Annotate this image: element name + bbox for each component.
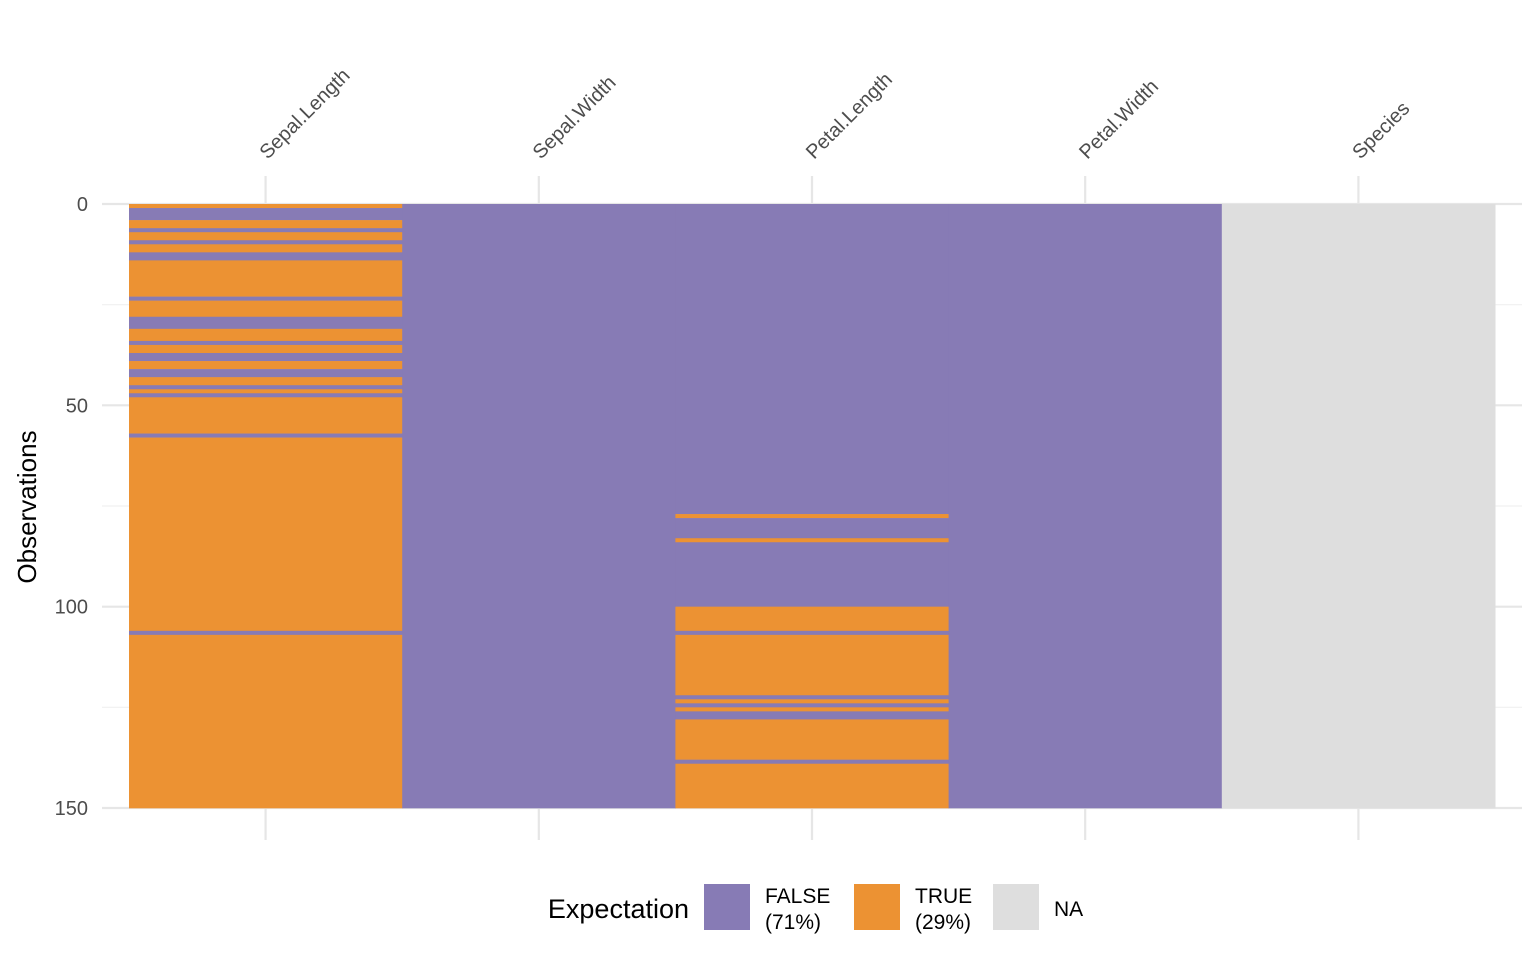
cell-petal-length-true	[675, 634, 950, 696]
cell-sepal-length-false	[129, 385, 403, 390]
cell-sepal-length-false	[129, 296, 403, 301]
legend-title: Expectation	[548, 894, 689, 924]
cell-petal-length-false	[675, 542, 950, 607]
x-tick-label: Species	[1348, 98, 1414, 164]
y-tick-label: 150	[55, 798, 88, 820]
x-tick-label: Petal.Length	[802, 69, 897, 164]
cell-petal-length-true	[675, 707, 950, 712]
y-tick-label: 100	[55, 597, 88, 619]
legend-key-true	[854, 884, 900, 930]
cell-sepal-length-false	[129, 340, 403, 346]
cell-sepal-length-false	[129, 240, 403, 245]
cell-sepal-length-true	[129, 344, 403, 354]
legend-label: NA	[1054, 898, 1083, 921]
legend-key-na	[993, 884, 1039, 930]
x-tick-label: Sepal.Length	[256, 65, 355, 164]
cell-sepal-length-false	[129, 393, 403, 398]
cell-petal-length-true	[675, 719, 950, 760]
y-tick-label: 0	[77, 194, 88, 216]
legend-label: TRUE	[915, 885, 972, 908]
cell-petal-length-false	[675, 759, 950, 765]
cell-sepal-length-false	[129, 208, 403, 221]
cell-sepal-length-false	[129, 369, 403, 378]
legend-percentage: (71%)	[765, 911, 821, 934]
legend-key-false	[704, 884, 750, 930]
y-tick-label: 50	[66, 395, 88, 417]
legend-percentage: (29%)	[915, 911, 971, 934]
cell-sepal-length-false	[129, 252, 403, 261]
cell-sepal-length-true	[129, 437, 403, 632]
heatmap-cells	[129, 204, 1496, 809]
cell-sepal-length-true	[129, 220, 403, 229]
cell-petal-length-true	[675, 606, 950, 632]
legend-label: FALSE	[765, 885, 830, 908]
cell-sepal-length-false	[129, 316, 403, 330]
legend: Expectation FALSE (71%) TRUE (29%) NA	[548, 884, 1083, 934]
cell-species-na	[1221, 204, 1496, 809]
cell-petal-width-false	[948, 204, 1223, 809]
cell-sepal-length-false	[129, 630, 403, 636]
cell-sepal-length-false	[129, 228, 403, 233]
cell-sepal-length-true	[129, 634, 403, 809]
y-tick-labels: 0 50 100 150	[55, 194, 88, 820]
cell-sepal-length-true	[129, 328, 403, 342]
cell-sepal-length-true	[129, 397, 403, 434]
cell-petal-length-false	[675, 695, 950, 700]
cell-petal-length-true	[675, 538, 950, 543]
cell-petal-length-true	[675, 699, 950, 704]
cell-sepal-length-false	[129, 433, 403, 438]
cell-sepal-length-true	[129, 377, 403, 386]
x-tick-label: Petal.Width	[1075, 76, 1163, 164]
cell-petal-length-false	[675, 204, 950, 515]
cell-petal-length-false	[675, 630, 950, 636]
x-tick-label: Sepal.Width	[529, 72, 621, 164]
cell-sepal-length-true	[129, 244, 403, 253]
cell-sepal-width-false	[402, 204, 676, 809]
cell-petal-length-true	[675, 514, 950, 519]
x-tick-labels: Sepal.Length Sepal.Width Petal.Length Petal…	[256, 65, 1415, 164]
cell-sepal-length-true	[129, 389, 403, 394]
cell-petal-length-false	[675, 703, 950, 708]
cell-petal-length-false	[675, 711, 950, 720]
cell-sepal-length-true	[129, 361, 403, 370]
cell-petal-length-true	[675, 763, 950, 809]
cell-sepal-length-false	[129, 352, 403, 362]
cell-sepal-length-true	[129, 232, 403, 241]
y-axis-title: Observations	[12, 430, 42, 583]
cell-sepal-length-true	[129, 204, 403, 209]
cell-petal-length-false	[675, 518, 950, 539]
cell-sepal-length-true	[129, 300, 403, 318]
cell-sepal-length-true	[129, 260, 403, 297]
